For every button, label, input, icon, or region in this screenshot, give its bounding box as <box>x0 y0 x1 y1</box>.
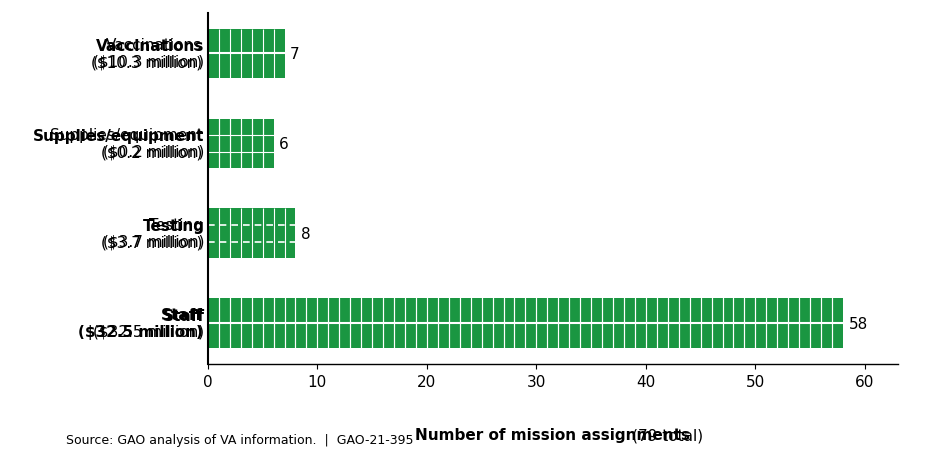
Text: Staff: Staff <box>162 308 205 324</box>
Bar <box>208 209 295 258</box>
Text: Testing: Testing <box>143 219 205 234</box>
Text: ($0.2 million): ($0.2 million) <box>103 144 205 159</box>
Text: Source: GAO analysis of VA information.  |  GAO-21-395: Source: GAO analysis of VA information. … <box>66 433 413 446</box>
Text: Number of mission assignments: Number of mission assignments <box>414 427 690 442</box>
Text: Supplies/equipment
($0.2 million): Supplies/equipment ($0.2 million) <box>49 128 202 160</box>
Text: ($32.5 million): ($32.5 million) <box>93 324 205 339</box>
Text: 7: 7 <box>290 47 299 62</box>
Text: 8: 8 <box>300 226 311 241</box>
Text: ($3.7 million): ($3.7 million) <box>103 234 205 248</box>
Text: Vaccinations
($10.3 million): Vaccinations ($10.3 million) <box>92 38 202 71</box>
Text: Supplies/equipment: Supplies/equipment <box>33 129 205 144</box>
Text: Testing
($3.7 million): Testing ($3.7 million) <box>101 217 202 250</box>
Text: 58: 58 <box>848 316 867 331</box>
Text: Staff
($32.5 million): Staff ($32.5 million) <box>77 307 202 339</box>
Bar <box>208 299 842 348</box>
Text: Vaccinations: Vaccinations <box>96 39 205 54</box>
Text: (79 total): (79 total) <box>402 427 702 442</box>
Bar <box>208 119 274 169</box>
Text: 6: 6 <box>278 136 289 152</box>
Text: ($10.3 million): ($10.3 million) <box>93 54 205 69</box>
Bar <box>208 30 284 79</box>
